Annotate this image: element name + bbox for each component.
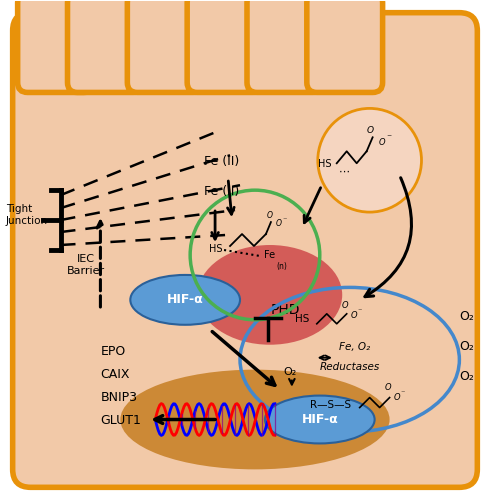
Text: IEC
Barrier: IEC Barrier bbox=[66, 254, 105, 276]
Text: HIF-α: HIF-α bbox=[301, 413, 338, 426]
Text: BNIP3: BNIP3 bbox=[100, 390, 137, 404]
Text: O: O bbox=[341, 301, 348, 310]
Text: O: O bbox=[367, 126, 374, 136]
Text: ⁻: ⁻ bbox=[357, 307, 362, 316]
Ellipse shape bbox=[131, 275, 240, 325]
Ellipse shape bbox=[198, 245, 342, 344]
FancyBboxPatch shape bbox=[68, 0, 143, 92]
Text: O₂: O₂ bbox=[459, 340, 474, 352]
Text: O₂: O₂ bbox=[459, 370, 474, 382]
Text: (n): (n) bbox=[276, 262, 287, 271]
FancyBboxPatch shape bbox=[13, 12, 477, 488]
Text: Fe, O₂: Fe, O₂ bbox=[339, 342, 370, 351]
Text: HS: HS bbox=[318, 159, 332, 169]
FancyBboxPatch shape bbox=[247, 0, 323, 92]
Text: HS: HS bbox=[295, 314, 309, 324]
Text: GLUT1: GLUT1 bbox=[100, 414, 141, 426]
Text: Fe (II): Fe (II) bbox=[205, 185, 240, 198]
Text: R—S—S: R—S—S bbox=[310, 400, 351, 409]
FancyBboxPatch shape bbox=[187, 0, 263, 92]
Bar bbox=[33, 56, 457, 84]
Text: CAIX: CAIX bbox=[100, 368, 130, 380]
Text: O: O bbox=[384, 382, 391, 392]
Text: O₂: O₂ bbox=[283, 366, 297, 376]
Text: Fe (II): Fe (II) bbox=[205, 155, 240, 168]
Ellipse shape bbox=[265, 396, 375, 444]
Text: O: O bbox=[276, 219, 282, 228]
Text: O₂: O₂ bbox=[459, 310, 474, 323]
Text: HIF-α: HIF-α bbox=[167, 294, 204, 306]
Text: HS: HS bbox=[209, 244, 223, 254]
Text: EPO: EPO bbox=[100, 344, 126, 358]
Text: O: O bbox=[378, 138, 385, 147]
Text: Reductases: Reductases bbox=[319, 362, 380, 372]
Text: O: O bbox=[393, 392, 400, 402]
FancyBboxPatch shape bbox=[18, 0, 94, 92]
Text: ⋯: ⋯ bbox=[339, 167, 350, 177]
Circle shape bbox=[318, 108, 421, 212]
FancyBboxPatch shape bbox=[307, 0, 383, 92]
Text: Tight
Junction: Tight Junction bbox=[6, 204, 48, 226]
FancyBboxPatch shape bbox=[127, 0, 203, 92]
Ellipse shape bbox=[120, 370, 390, 470]
Text: PHD: PHD bbox=[270, 303, 300, 317]
Text: ⁻: ⁻ bbox=[387, 134, 392, 143]
Text: ⁻: ⁻ bbox=[400, 388, 405, 398]
Text: Fe: Fe bbox=[264, 250, 275, 260]
Text: ⁻: ⁻ bbox=[283, 215, 287, 224]
Text: O: O bbox=[267, 211, 273, 220]
Text: O: O bbox=[351, 311, 357, 320]
